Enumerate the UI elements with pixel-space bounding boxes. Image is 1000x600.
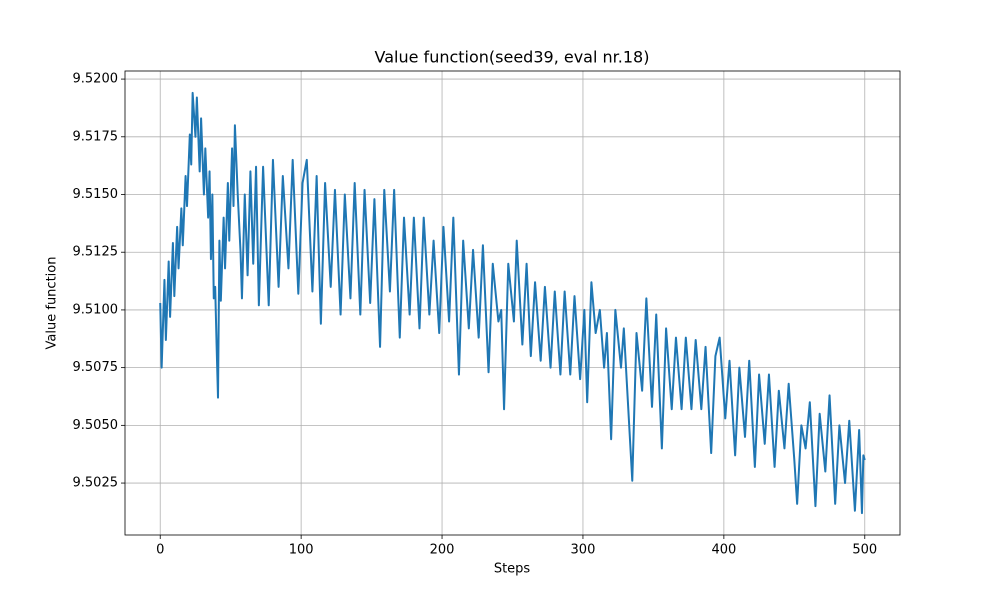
y-tick-label: 9.5175 [73, 129, 119, 144]
x-axis-label: Steps [494, 562, 531, 577]
y-tick-label: 9.5125 [73, 245, 119, 260]
x-tick-label: 200 [430, 543, 455, 558]
x-tick-label: 400 [711, 543, 736, 558]
chart-title: Value function(seed39, eval nr.18) [375, 48, 650, 67]
y-tick-label: 9.5150 [73, 187, 119, 202]
y-tick-label: 9.5100 [73, 302, 119, 317]
y-tick-label: 9.5075 [73, 360, 119, 375]
x-tick-label: 500 [852, 543, 877, 558]
x-tick-label: 300 [571, 543, 596, 558]
y-tick-label: 9.5050 [73, 418, 119, 433]
line [159, 91, 866, 515]
x-tick-label: 0 [156, 543, 164, 558]
x-tick-label: 100 [289, 543, 314, 558]
y-axis-label: Value function [45, 257, 60, 350]
y-tick-label: 9.5025 [73, 476, 119, 491]
plot-frame [124, 70, 901, 536]
y-tick-label: 9.5200 [73, 72, 119, 87]
